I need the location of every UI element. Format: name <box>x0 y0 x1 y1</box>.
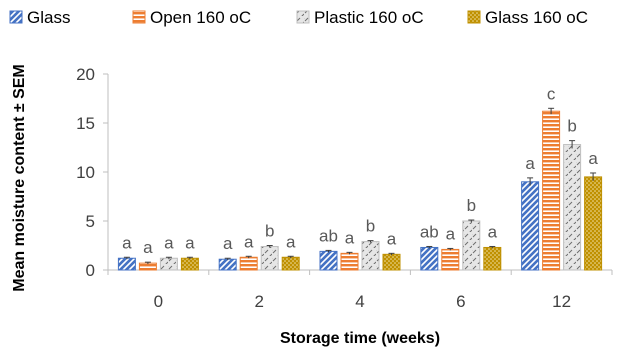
legend-swatch <box>132 10 146 24</box>
bar <box>441 248 460 271</box>
significance-letter: b <box>265 222 274 241</box>
bar <box>239 256 258 271</box>
bar <box>117 257 136 271</box>
x-axis: 0 2 4 6 12 <box>107 269 613 311</box>
bar <box>281 256 300 271</box>
bar <box>420 246 439 271</box>
y-axis-title: Mean moisture content ± SEM <box>11 64 28 291</box>
significance-letter: a <box>345 228 355 247</box>
bar <box>382 253 401 271</box>
bar <box>483 246 502 271</box>
legend-label: Plastic 160 oC <box>314 8 424 27</box>
bar <box>542 110 561 271</box>
significance-letter: a <box>223 234 233 253</box>
legend-swatch <box>467 10 481 24</box>
bar <box>319 250 338 271</box>
significance-letter: a <box>446 224 456 243</box>
significance-letter: a <box>164 233 174 252</box>
significance-letter: b <box>366 217 375 236</box>
significance-letter: a <box>588 149 598 168</box>
significance-letter: a <box>185 233 195 252</box>
bar <box>218 258 237 271</box>
bar <box>180 257 199 271</box>
x-tick-label: 12 <box>552 292 571 311</box>
significance-letter: ab <box>319 226 338 245</box>
bar <box>584 176 603 271</box>
significance-letter: a <box>244 232 254 251</box>
significance-letter: a <box>387 229 397 248</box>
significance-letter: a <box>122 233 132 252</box>
bar <box>340 252 359 271</box>
significance-letter: b <box>567 117 576 136</box>
legend-label: Open 160 oC <box>150 8 251 27</box>
x-tick-label: 2 <box>254 292 263 311</box>
legend-label: Glass 160 oC <box>485 8 588 27</box>
x-tick-label: 4 <box>355 292 364 311</box>
legend: Glass Open 160 oC Plastic 160 oC Glass 160 … <box>9 8 588 27</box>
significance-letter: c <box>547 84 556 103</box>
bar <box>159 257 178 271</box>
y-tick-label: 5 <box>86 212 95 231</box>
x-tick-label: 6 <box>456 292 465 311</box>
significance-letter: a <box>286 232 296 251</box>
bar <box>521 181 540 271</box>
significance-letter: a <box>525 154 535 173</box>
significance-letter: a <box>488 222 498 241</box>
bar <box>138 262 157 271</box>
y-tick-label: 10 <box>76 163 95 182</box>
y-tick-label: 15 <box>76 114 95 133</box>
y-axis: 0 5 10 15 20 <box>76 65 109 280</box>
significance-letter: ab <box>420 222 439 241</box>
legend-swatch <box>296 10 310 24</box>
y-tick-label: 20 <box>76 65 95 84</box>
x-tick-label: 0 <box>154 292 163 311</box>
significance-letter: b <box>467 196 476 215</box>
bar <box>462 220 481 271</box>
y-tick-label: 0 <box>86 261 95 280</box>
significance-letter: a <box>143 238 153 257</box>
bar <box>563 144 582 271</box>
x-axis-title: Storage time (weeks) <box>280 330 440 347</box>
bar <box>260 245 279 271</box>
bars <box>117 107 603 271</box>
legend-swatch <box>9 10 23 24</box>
legend-label: Glass <box>27 8 70 27</box>
bar <box>361 241 380 271</box>
